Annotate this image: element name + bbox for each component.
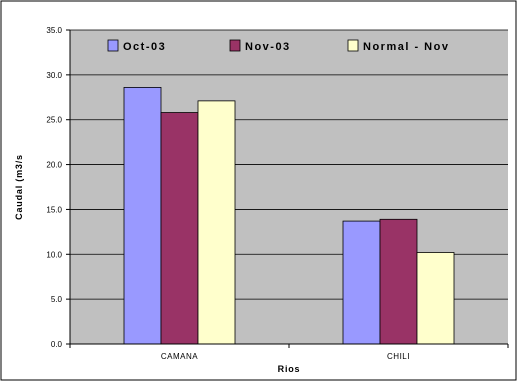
- y-tick-label: 0.0: [51, 340, 63, 349]
- legend-label-nov-03: Nov-03: [245, 41, 291, 53]
- bar-oct-03-chili: [342, 220, 381, 345]
- y-tick-label: 10.0: [46, 250, 62, 259]
- legend-label-oct-03: Oct-03: [123, 41, 166, 53]
- y-tick-label: 5.0: [51, 295, 63, 304]
- x-tick-label-camana: CAMANA: [161, 352, 198, 361]
- legend-swatch-oct-03: [107, 39, 119, 52]
- y-tick-label: 30.0: [46, 71, 62, 80]
- x-axis-title: Rios: [278, 364, 301, 374]
- legend: Oct-03 Nov-03 Normal - Nov: [107, 39, 449, 53]
- y-tick-label: 15.0: [46, 205, 62, 214]
- bar-oct-03-camana: [123, 87, 162, 345]
- legend-label-normal-nov: Normal - Nov: [363, 41, 449, 53]
- y-tick-label: 35.0: [46, 26, 62, 35]
- legend-swatch-nov-03: [229, 39, 241, 52]
- legend-swatch-normal-nov: [347, 39, 359, 52]
- x-tick-label-chili: CHILI: [387, 352, 410, 361]
- bar-nov-03-chili: [379, 218, 418, 345]
- bar-nov-03-camana: [160, 112, 199, 345]
- y-axis-title: Caudal (m3/s: [14, 154, 24, 220]
- axes: 0.0 5.0 10.0 15.0 20.0 25.0 30.0 35.0 CAMANA CHIL…: [46, 26, 509, 361]
- y-tick-label: 20.0: [46, 161, 62, 170]
- y-tick-label: 25.0: [46, 116, 62, 125]
- bar-normal-nov-chili: [416, 252, 455, 345]
- bar-normal-nov-camana: [197, 100, 236, 345]
